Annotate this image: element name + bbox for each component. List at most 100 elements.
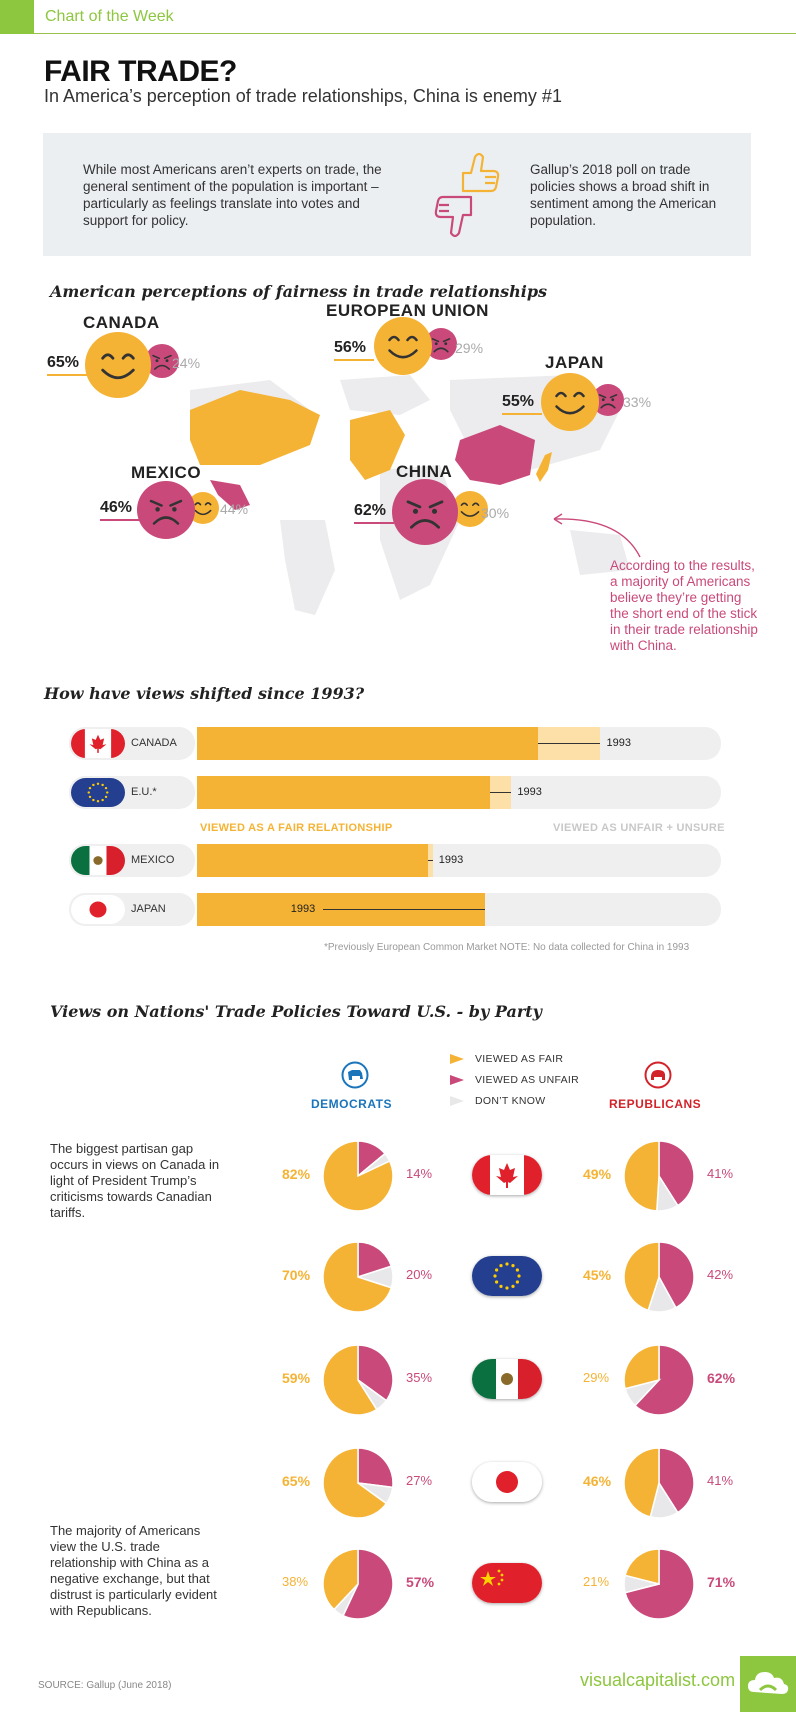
shift-row-eu: E.U.* 1993 [69, 776, 721, 809]
rep-fair-pct-canada: 49% [583, 1166, 612, 1182]
dem-unfair-pct-japan: 27% [406, 1473, 433, 1488]
republicans-label: REPUBLICANS [609, 1097, 702, 1111]
small-pct-mexico: 44% [220, 501, 249, 517]
pie-slice-fair [623, 1140, 660, 1212]
pct-underline [334, 359, 374, 361]
small-pct-canada: 24% [172, 355, 201, 371]
small-pct-japan: 33% [623, 394, 652, 410]
flag-eu [472, 1256, 542, 1296]
country-label: E.U.* [131, 786, 157, 798]
country-name-canada: CANADA [83, 313, 160, 332]
flag-canada [472, 1155, 542, 1195]
pie-slice-fair [322, 1140, 394, 1212]
chart-of-week-label: Chart of the Week [45, 8, 174, 25]
footnote: *Previously European Common Market NOTE:… [324, 942, 690, 953]
dem-pie-eu [322, 1241, 394, 1313]
dem-pie-china [322, 1548, 394, 1620]
dem-fair-pct-canada: 82% [282, 1166, 311, 1182]
flag-eu [71, 778, 125, 807]
rep-unfair-pct-japan: 41% [707, 1473, 734, 1488]
map-mexico [210, 480, 250, 510]
country-name-european-union: EUROPEAN UNION [326, 301, 489, 320]
dem-pie-mexico [322, 1344, 394, 1416]
big-face-japan [541, 373, 599, 431]
rep-fair-pct-japan: 46% [583, 1473, 612, 1489]
flag-china [472, 1563, 542, 1603]
map-eu [350, 410, 405, 480]
big-face-china [392, 479, 458, 545]
shift-arrow [427, 860, 433, 861]
intro-box: While most Americans aren’t experts on t… [43, 133, 751, 256]
flag-canada [71, 729, 125, 758]
rep-fair-pct-mexico: 29% [583, 1370, 610, 1385]
big-pct-mexico: 46% [100, 499, 140, 521]
rep-unfair-pct-china: 71% [707, 1574, 736, 1590]
intro-left-text: While most Americans aren’t experts on t… [83, 162, 382, 228]
big-face-canada [85, 332, 151, 398]
rep-pie-mexico [623, 1344, 695, 1416]
republican-icon [644, 1061, 672, 1089]
small-pct-china: 30% [481, 505, 510, 521]
country-name-mexico: MEXICO [131, 463, 202, 482]
shift-row-mexico: MEXICO 1993 [69, 844, 721, 877]
dem-fair-pct-japan: 65% [282, 1473, 311, 1489]
top-bar: Chart of the Week [0, 0, 796, 34]
pie-slice-unfair [357, 1344, 394, 1402]
year-label: 1993 [517, 786, 542, 798]
flag-pill-japan: JAPAN [69, 893, 195, 926]
big-pct-european-union: 56% [334, 339, 374, 361]
dem-pie-japan [322, 1447, 394, 1519]
rep-pie-china [623, 1548, 695, 1620]
brand-link[interactable]: visualcapitalist.com [580, 1670, 736, 1690]
page-subtitle: In America’s perception of trade relatio… [44, 86, 562, 106]
dem-unfair-pct-china: 57% [406, 1574, 435, 1590]
pct-underline [502, 413, 542, 415]
thumbs-icon [434, 152, 500, 238]
flag-japan [71, 895, 125, 924]
small-face-japan [592, 384, 624, 416]
dem-fair-pct-eu: 70% [282, 1267, 311, 1283]
pie-slice-fair [322, 1241, 393, 1313]
unfair-unsure-label: VIEWED AS UNFAIR + UNSURE [553, 822, 725, 834]
dem-unfair-pct-mexico: 35% [406, 1370, 433, 1385]
china-annotation: According to the results, a majority of … [610, 558, 758, 653]
shift-arrow [490, 792, 512, 793]
flag-mexico [472, 1359, 542, 1399]
legend-unfair: VIEWED AS UNFAIR [475, 1074, 579, 1086]
country-label: MEXICO [131, 854, 175, 866]
small-face-canada [145, 344, 179, 378]
big-pct-japan: 55% [502, 393, 542, 415]
shift-arrow [537, 743, 601, 744]
rep-unfair-pct-mexico: 62% [707, 1370, 736, 1386]
brand-square [0, 0, 34, 34]
pie-slice-unfair [342, 1548, 394, 1620]
pie-slice-fair [623, 1241, 660, 1312]
country-label: JAPAN [131, 903, 166, 915]
pie-slice-fair [623, 1447, 660, 1518]
source: SOURCE: Gallup (June 2018) [38, 1680, 172, 1691]
pie-slice-fair [623, 1344, 660, 1390]
rep-unfair-pct-eu: 42% [707, 1267, 734, 1282]
rep-pie-eu [623, 1241, 695, 1313]
flag-japan [472, 1462, 542, 1502]
big-face-european-union [374, 317, 432, 375]
map-china [455, 425, 535, 485]
intro-right-text: Gallup’s 2018 poll on trade policies sho… [530, 162, 717, 228]
small-face-china [452, 491, 488, 527]
pie-slice-unfair [633, 1344, 695, 1416]
pct-underline [100, 519, 140, 521]
rep-pie-canada [623, 1140, 695, 1212]
democrat-icon [341, 1061, 369, 1089]
democrats-label: DEMOCRATS [311, 1097, 392, 1111]
legend-fair-marker [450, 1054, 464, 1064]
legend-unfair-marker [450, 1075, 464, 1085]
rep-pie-japan [623, 1447, 695, 1519]
country-name-japan: JAPAN [545, 353, 604, 372]
fair-relationship-label: VIEWED AS A FAIR RELATIONSHIP [200, 822, 393, 834]
flag-pill-eu: E.U.* [69, 776, 195, 809]
small-pct-european-union: 29% [455, 340, 484, 356]
pie-slice-fair [624, 1548, 660, 1585]
shift-row-japan: JAPAN 1993 [69, 893, 721, 926]
dem-pie-canada [322, 1140, 394, 1212]
big-pct-canada: 65% [47, 354, 87, 376]
